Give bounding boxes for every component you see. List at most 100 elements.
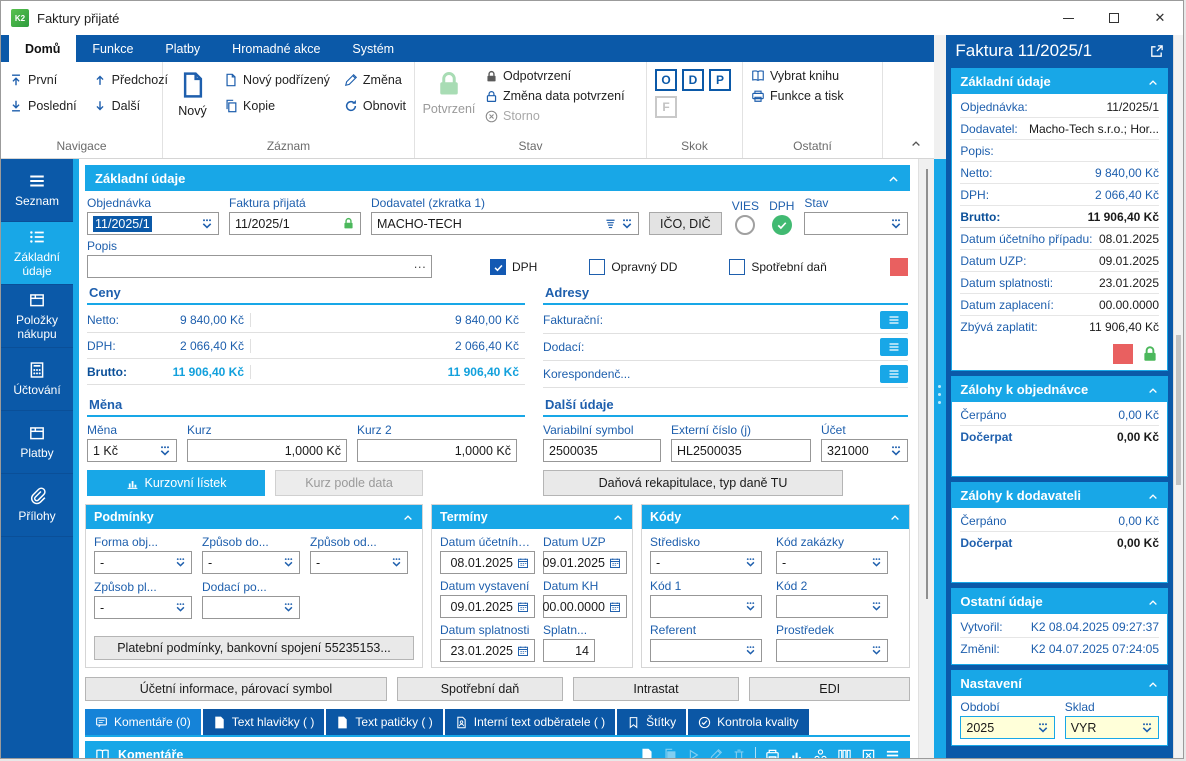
select-book-button[interactable]: Vybrat knihu	[751, 69, 844, 83]
main-scrollbar[interactable]	[918, 159, 935, 758]
previous-button[interactable]: Předchozí	[93, 73, 168, 87]
first-button[interactable]: První	[9, 73, 77, 87]
sklad-field[interactable]: VYR	[1064, 716, 1160, 739]
new-comment-icon[interactable]	[640, 748, 654, 758]
tab-interni-text[interactable]: Interní text odběratele ( )	[444, 709, 616, 735]
maximize-button[interactable]	[1091, 1, 1137, 35]
opravny-dd-checkbox[interactable]	[589, 259, 606, 275]
confirm-button[interactable]: Potvrzení	[423, 67, 475, 116]
zpusob-dopravy-field[interactable]: -	[202, 551, 300, 574]
menu-tab-platby[interactable]: Platby	[165, 41, 201, 56]
kurz-podle-data-button[interactable]: Kurz podle data	[275, 470, 423, 496]
unconfirm-button[interactable]: Odpotvrzení	[485, 69, 625, 83]
dropdown-icon[interactable]	[1141, 722, 1153, 734]
menu-icon[interactable]	[885, 748, 900, 759]
spotrebni-dan-checkbox[interactable]	[729, 259, 746, 275]
dropdown-icon[interactable]	[745, 601, 756, 612]
zpusob-odberu-field[interactable]: -	[310, 551, 408, 574]
excel-export-icon[interactable]	[861, 748, 876, 759]
storno-button[interactable]: Storno	[485, 109, 625, 123]
dropdown-icon[interactable]	[621, 218, 633, 230]
splatnost-field[interactable]: 14	[543, 639, 595, 662]
scroll-thumb[interactable]	[926, 169, 929, 599]
dropdown-icon[interactable]	[890, 218, 902, 230]
spotrebni-dan-button[interactable]: Spotřební daň	[397, 677, 563, 701]
datum-uzp-field[interactable]: 09.01.2025	[542, 551, 627, 574]
datum-splatnosti-field[interactable]: 23.01.2025	[440, 639, 535, 662]
datum-kh-field[interactable]: 00.00.0000	[542, 595, 627, 618]
intrastat-button[interactable]: Intrastat	[573, 677, 739, 701]
open-external-icon[interactable]	[1149, 44, 1164, 59]
dropdown-icon[interactable]	[283, 557, 294, 568]
ucetni-informace-button[interactable]: Účetní informace, párovací symbol	[85, 677, 387, 701]
dropdown-icon[interactable]	[175, 557, 186, 568]
sidebar-item-zakladni-udaje[interactable]: Základní údaje	[1, 222, 73, 285]
jump-o-button[interactable]: O	[655, 69, 677, 91]
copy-button[interactable]: Kopie	[224, 99, 330, 113]
mena-field[interactable]: 1 Kč	[87, 439, 177, 462]
kurz-field[interactable]: 1,0000 Kč	[187, 439, 347, 462]
sort-icon[interactable]	[604, 217, 617, 230]
platebni-podminky-button[interactable]: Platební podmínky, bankovní spojení 5523…	[94, 636, 414, 660]
dropdown-icon[interactable]	[201, 218, 213, 230]
dropdown-icon[interactable]	[1037, 722, 1049, 734]
tab-kontrola-kvality[interactable]: Kontrola kvality	[688, 709, 809, 735]
print-icon[interactable]	[765, 748, 780, 759]
dph-checkbox[interactable]	[490, 259, 506, 275]
ribbon-collapse-button[interactable]	[910, 136, 922, 150]
dropdown-icon[interactable]	[391, 557, 402, 568]
collapse-section-button[interactable]	[1147, 74, 1159, 89]
calendar-icon[interactable]	[517, 601, 529, 613]
collapse-kody-button[interactable]	[889, 510, 901, 524]
externi-cislo-field[interactable]: HL2500035	[671, 439, 811, 462]
collapse-section-button[interactable]	[1147, 488, 1159, 503]
objednavka-field[interactable]: 11/2025/1	[87, 212, 219, 235]
panel-splitter[interactable]	[934, 35, 947, 758]
obdobi-field[interactable]: 2025	[960, 716, 1055, 739]
sidebar-item-seznam[interactable]: Seznam	[1, 159, 73, 222]
tab-stitky[interactable]: Štítky	[617, 709, 687, 735]
stav-field[interactable]	[804, 212, 909, 235]
zpusob-platby-field[interactable]: -	[94, 596, 192, 619]
address-menu-button[interactable]	[880, 311, 909, 329]
dropdown-icon[interactable]	[745, 645, 756, 656]
collapse-section-button[interactable]	[1147, 594, 1159, 609]
dropdown-icon[interactable]	[871, 645, 882, 656]
change-confirm-date-button[interactable]: Změna data potvrzení	[485, 89, 625, 103]
scroll-thumb[interactable]	[1176, 335, 1182, 485]
collapse-section-button[interactable]	[1147, 382, 1159, 397]
calendar-icon[interactable]	[517, 645, 529, 657]
dodavatel-field[interactable]: MACHO-TECH	[371, 212, 639, 235]
dropdown-icon[interactable]	[871, 557, 882, 568]
last-button[interactable]: Poslední	[9, 99, 77, 113]
datum-vystaveni-field[interactable]: 09.01.2025	[440, 595, 535, 618]
stredisko-field[interactable]: -	[650, 551, 762, 574]
edi-button[interactable]: EDI	[749, 677, 911, 701]
summary-scrollbar[interactable]	[1173, 35, 1183, 758]
prostredek-field[interactable]	[776, 639, 888, 662]
address-menu-button[interactable]	[880, 365, 909, 383]
faktura-field[interactable]: 11/2025/1	[229, 212, 361, 235]
delete-icon[interactable]	[732, 748, 746, 758]
group-icon[interactable]	[813, 748, 828, 759]
menu-tab-domu[interactable]: Domů	[9, 35, 77, 62]
next-button[interactable]: Další	[93, 99, 168, 113]
menu-tab-funkce[interactable]: Funkce	[92, 41, 134, 56]
new-child-button[interactable]: Nový podřízený	[224, 73, 330, 87]
popis-field[interactable]: ···	[87, 255, 432, 278]
referent-field[interactable]	[650, 639, 762, 662]
edit-icon[interactable]	[709, 748, 723, 758]
minimize-button[interactable]	[1045, 1, 1091, 35]
menu-tab-system[interactable]: Systém	[352, 41, 395, 56]
tab-text-paticky[interactable]: Text patičky ( )	[326, 709, 443, 735]
ico-dic-button[interactable]: IČO, DIČ	[649, 212, 722, 235]
jump-f-button[interactable]: F	[655, 96, 677, 118]
sidebar-item-platby[interactable]: Platby	[1, 411, 73, 474]
calendar-icon[interactable]	[517, 557, 529, 569]
dropdown-icon[interactable]	[890, 445, 902, 457]
new-button[interactable]: Nový	[171, 67, 214, 118]
collapse-podminky-button[interactable]	[402, 510, 414, 524]
address-menu-button[interactable]	[880, 338, 909, 356]
kod1-field[interactable]	[650, 595, 762, 618]
change-button[interactable]: Změna	[344, 73, 406, 87]
